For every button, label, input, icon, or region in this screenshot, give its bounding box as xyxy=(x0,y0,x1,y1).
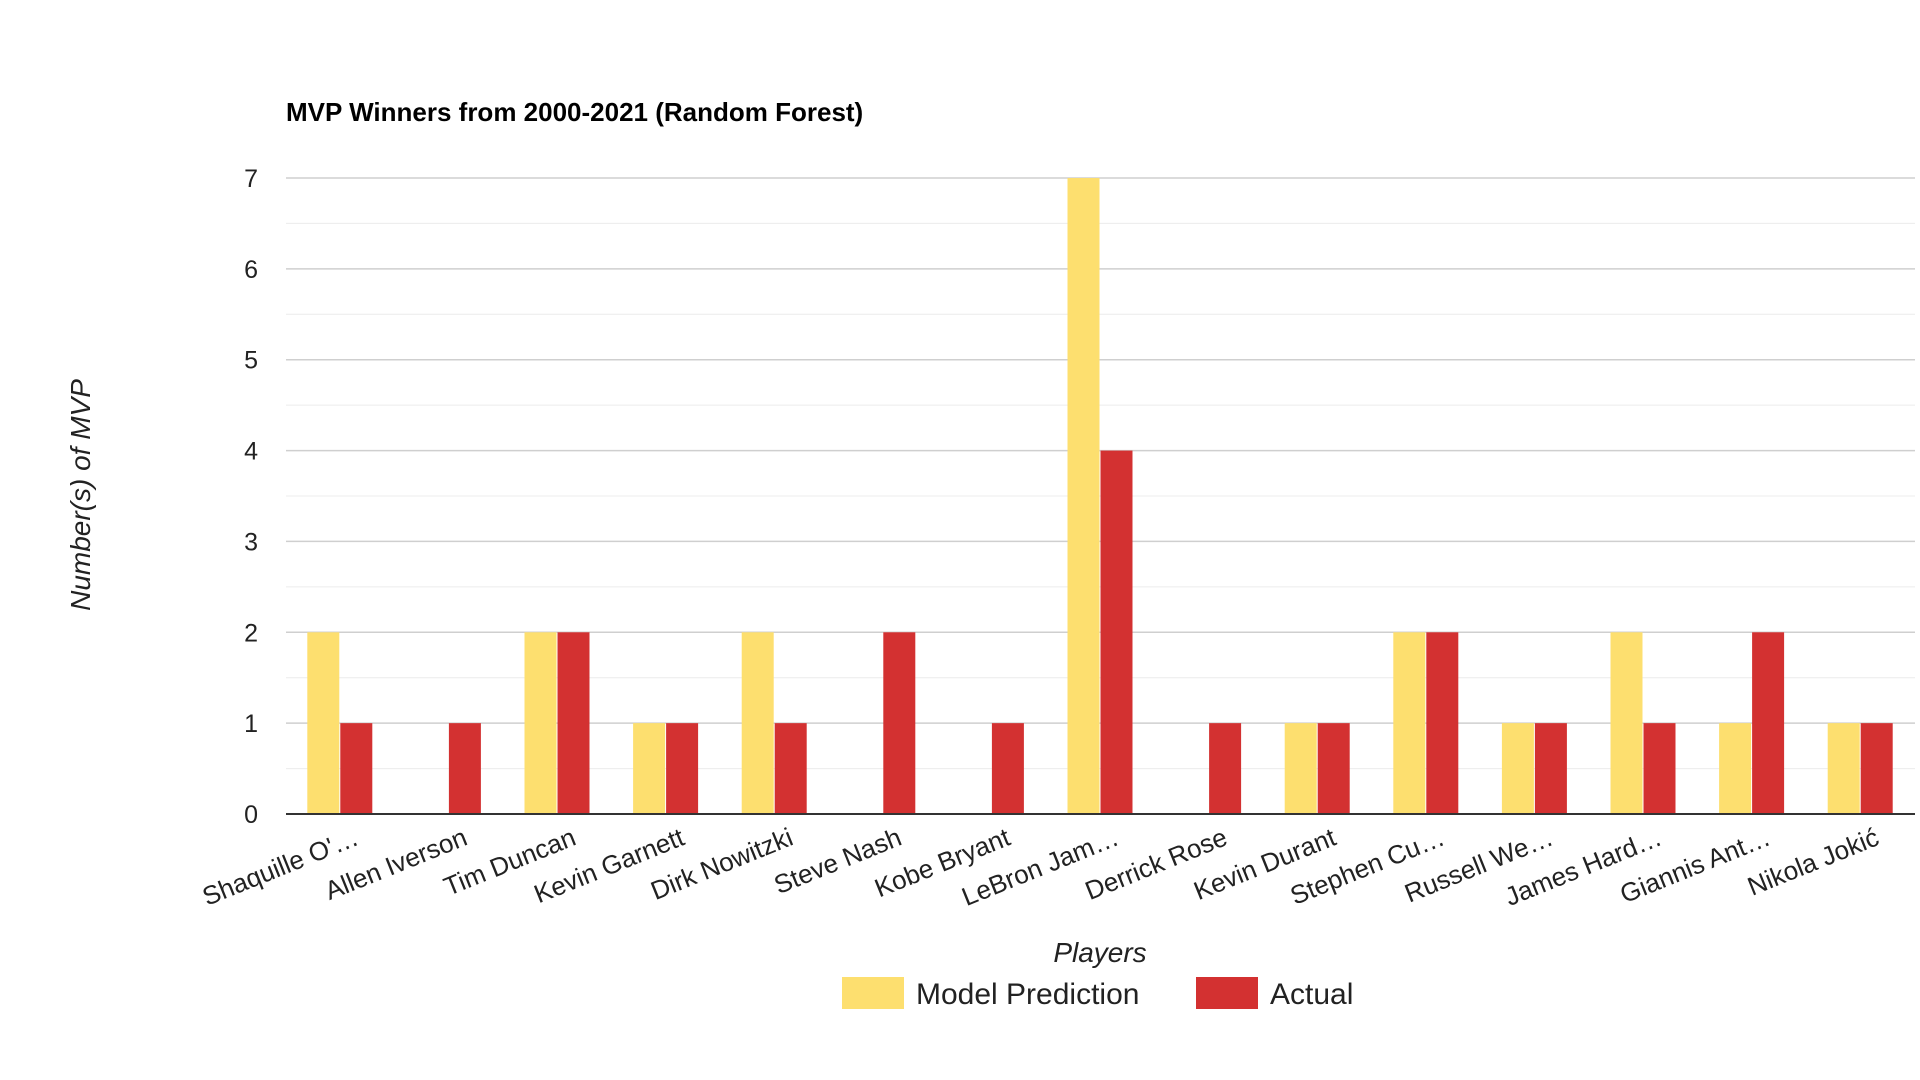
legend-label-actual: Actual xyxy=(1270,978,1353,1011)
legend-swatch-actual xyxy=(1196,977,1258,1009)
bar-actual xyxy=(1100,450,1133,814)
y-tick-label: 0 xyxy=(244,801,258,829)
y-axis-ticks: 0 1 2 3 4 5 6 7 xyxy=(244,165,258,829)
bar-actual xyxy=(991,723,1024,814)
bar-model-prediction xyxy=(1610,632,1643,814)
bar-actual xyxy=(1643,723,1676,814)
bar-actual xyxy=(1534,723,1567,814)
bar-model-prediction xyxy=(1719,723,1752,814)
bar-model-prediction xyxy=(307,632,340,814)
bar-actual xyxy=(666,723,699,814)
bar-model-prediction xyxy=(1393,632,1426,814)
bar-actual xyxy=(1209,723,1242,814)
y-tick-label: 1 xyxy=(244,710,258,738)
chart-title: MVP Winners from 2000-2021 (Random Fores… xyxy=(286,97,863,127)
y-tick-label: 5 xyxy=(244,347,258,375)
bar-actual xyxy=(1317,723,1350,814)
legend-swatch-model-prediction xyxy=(842,977,904,1009)
x-axis-label: Players xyxy=(1053,937,1146,968)
bar-actual xyxy=(1752,632,1785,814)
y-tick-label: 2 xyxy=(244,619,258,647)
y-axis-label: Number(s) of MVP xyxy=(65,379,96,611)
y-tick-label: 4 xyxy=(244,438,258,466)
bar-model-prediction xyxy=(1067,178,1100,814)
y-tick-label: 7 xyxy=(244,165,258,193)
bar-actual xyxy=(1426,632,1459,814)
legend-label-model-prediction: Model Prediction xyxy=(916,978,1139,1011)
bar-model-prediction xyxy=(1827,723,1860,814)
y-tick-label: 3 xyxy=(244,528,258,556)
bar-model-prediction xyxy=(633,723,666,814)
bar-actual xyxy=(774,723,807,814)
bar-model-prediction xyxy=(524,632,557,814)
legend: Model Prediction Actual xyxy=(842,977,1353,1011)
bar-actual xyxy=(883,632,916,814)
bar-model-prediction xyxy=(1501,723,1534,814)
bar-actual xyxy=(1860,723,1893,814)
y-tick-label: 6 xyxy=(244,256,258,284)
bar-model-prediction xyxy=(1284,723,1317,814)
bar-actual xyxy=(340,723,373,814)
bar-model-prediction xyxy=(741,632,774,814)
bars xyxy=(307,178,1893,814)
bar-actual xyxy=(557,632,590,814)
bar-actual xyxy=(448,723,481,814)
